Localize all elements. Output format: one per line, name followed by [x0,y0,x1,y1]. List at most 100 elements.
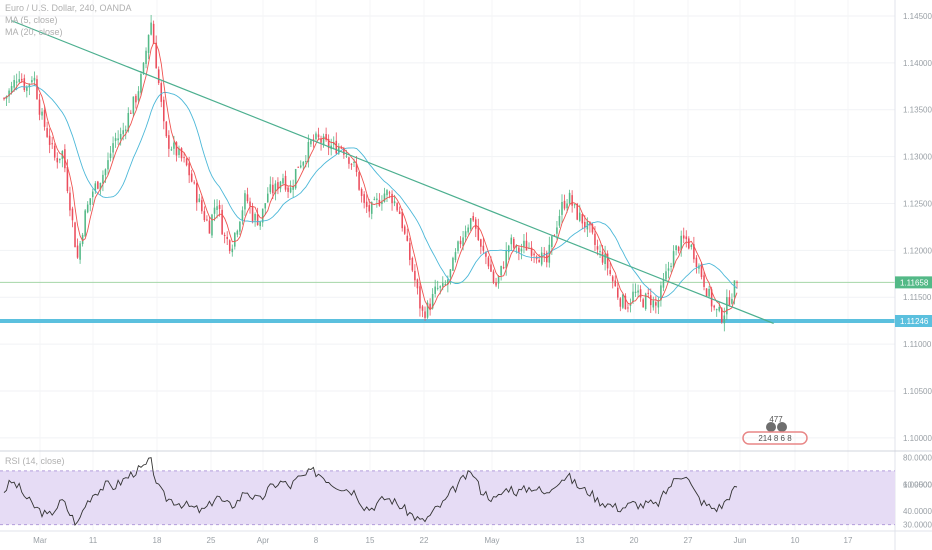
candle-body [726,297,728,315]
candle-body [652,300,655,308]
candle-body [261,208,264,223]
ma-20-legend[interactable]: MA (20, close) [5,27,63,37]
time-tick-label: 15 [366,536,375,545]
candle-body [170,149,173,151]
candle-body [218,205,221,209]
candle-body [251,206,254,222]
candle-body [477,226,480,241]
candle-body [213,207,216,214]
candle-body [533,253,535,256]
watermark-logo: 477 214 8 6 8 [742,415,808,445]
candle-body [226,236,228,240]
candle-body [518,247,520,253]
candle-body [137,91,140,101]
candle-body [175,142,178,156]
candle-body [449,269,452,278]
candle-body [434,286,436,294]
candle-body [573,204,576,206]
candle-body [596,246,599,250]
candle-body [606,253,609,269]
candle-body [10,86,13,93]
candle-body [708,288,710,297]
candle-body [155,42,157,69]
candle-body [145,50,147,64]
price-tick-label: 1.13000 [903,153,932,162]
candle-body [584,221,586,228]
candle-body [700,263,703,277]
candle-body [662,279,665,288]
candle-body [492,271,495,283]
symbol-legend[interactable]: Euro / U.S. Dollar, 240, OANDA [5,3,132,13]
candle-body [556,227,558,234]
candle-body [657,301,660,308]
candle-body [442,283,444,287]
candle-body [403,226,406,234]
candle-body [122,130,124,135]
time-tick-label: Mar [33,536,47,545]
price-tick-label: 1.14500 [903,12,932,21]
candle-body [393,201,396,204]
candle-body [152,23,155,44]
candle-body [690,244,693,248]
candle-body [444,283,447,285]
candle-body [292,185,294,190]
main-pane[interactable] [0,0,895,450]
candle-body [391,193,393,204]
candle-body [429,303,431,310]
candle-body [731,298,733,304]
candle-body [416,279,419,289]
candle-body [571,195,573,206]
candle-body [8,90,10,97]
candle-body [23,78,26,91]
candle-body [447,279,449,285]
candle-body [234,232,236,247]
candle-body [119,133,122,139]
candle-body [363,194,365,203]
candle-body [619,298,622,307]
rsi-tick-label: 80.0000 [903,453,932,462]
candle-body [317,134,320,138]
candle-body [500,265,502,276]
candle-body [147,34,150,53]
candle-body [59,158,61,161]
candle-body [254,214,256,221]
rsi-legend[interactable]: RSI (14, close) [5,456,65,466]
trendline[interactable] [11,20,774,324]
candle-body [365,201,368,207]
candle-body [256,214,259,226]
candle-body [360,189,363,196]
candle-body [601,251,604,263]
candle-body [576,203,578,220]
candle-body [396,203,398,211]
candle-body [543,253,546,255]
candle-body [190,173,193,182]
candle-body [401,211,403,229]
candle-body [142,62,145,74]
ma-5-legend[interactable]: MA (5, close) [5,15,58,25]
candle-body [48,135,51,145]
candle-body [91,191,94,198]
candle-body [561,201,563,215]
price-axis[interactable]: 1.14500 1.14000 1.13500 1.13000 1.12500 1.120… [903,12,932,490]
time-tick-label: May [484,536,499,545]
candle-body [370,202,373,214]
candle-body [632,291,634,302]
candle-body [682,235,685,239]
candle-body [38,99,41,115]
candle-body [345,155,348,157]
candle-body [672,251,675,268]
candle-body [685,236,688,240]
candle-body [431,293,434,309]
candle-body [269,184,272,193]
candle-body [335,140,338,154]
candle-body [228,240,231,252]
rsi-tick-label: 60.0000 [903,480,932,489]
candle-body [639,289,642,298]
candle-body [201,200,203,212]
candle-body [165,121,168,137]
time-axis[interactable]: Mar 11 18 25 Apr 8 15 22 May 13 20 27 Jun 10 17 [33,536,853,545]
candle-body [279,181,282,189]
candle-body [604,253,606,265]
candle-body [414,270,416,281]
